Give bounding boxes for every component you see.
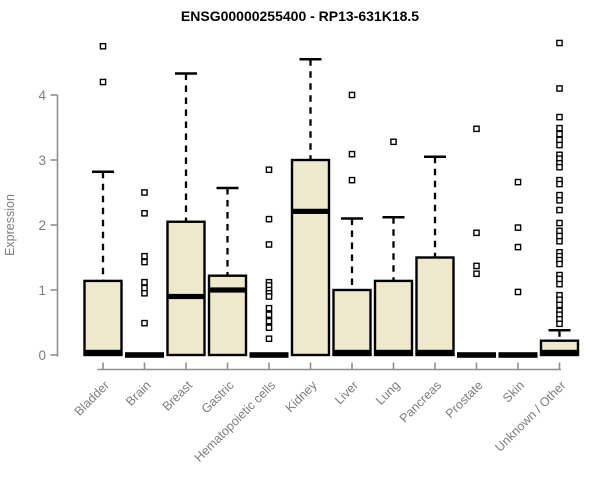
y-axis-title: Expression [3,194,17,256]
y-tick-label: 4 [38,88,46,103]
outlier-point [265,324,273,332]
outlier-point [265,317,273,325]
outlier-point [514,178,522,186]
chart-title: ENSG00000255400 - RP13-631K18.5 [180,8,420,24]
outlier-point [348,150,356,158]
outlier-point [556,130,563,138]
outlier-point [556,296,563,304]
box-group-brain [125,189,164,358]
outlier-point [265,241,273,248]
x-tick-label-lung: Lung [373,378,403,408]
x-tick-label-prostate: Prostate [443,378,486,421]
box-group-pancreas [415,155,455,357]
box-group-liver [332,91,372,357]
outlier-point [141,258,148,266]
outlier-point [556,85,563,92]
outlier-point [556,136,563,144]
outlier-point [141,189,148,196]
x-tick-label-kidney: Kidney [283,378,320,415]
outlier-point [473,270,480,278]
outlier-point [556,275,563,283]
outlier-point [556,227,563,235]
box-group-hematopoietic-cells [249,166,289,358]
outlier-point [265,304,273,312]
outlier-point [348,91,356,99]
outlier-point [265,166,273,174]
outlier-point [514,243,522,251]
box-group-bladder [83,42,123,357]
outlier-point [556,219,563,227]
outlier-point [390,138,397,146]
outlier-point [556,196,563,204]
x-tick-label-liver: Liver [332,378,361,407]
outlier-point [556,113,563,121]
outlier-point [514,224,522,231]
outlier-point [556,180,563,188]
box-group-skin [498,178,538,358]
box-group-gastric [207,186,248,357]
outlier-point [473,125,480,133]
outlier-point [473,229,480,237]
outlier-point [265,335,273,343]
box-group-unknown-other [539,39,580,357]
outlier-point [348,176,356,184]
x-tick-label-skin: Skin [500,378,527,405]
outlier-point [99,42,107,50]
outlier-point [556,163,563,171]
x-tick-label-gastric: Gastric [199,378,237,416]
outlier-point [265,293,273,300]
outlier-point [556,141,563,149]
outlier-point [265,311,273,319]
x-tick-label-breast: Breast [160,378,196,414]
outlier-point [556,124,563,132]
outlier-point [141,278,148,286]
outlier-point [556,206,563,214]
outlier-point [556,191,563,199]
x-tick-label-pancreas: Pancreas [397,378,444,425]
outlier-point [141,252,148,260]
outlier-point [556,39,563,47]
outlier-point [265,215,273,223]
outlier-point [556,232,563,240]
box-group-kidney [290,58,331,357]
y-tick-label: 1 [38,283,46,298]
x-tick-label-hematopoietic-cells: Hematopoietic cells [192,378,279,465]
x-tick-label-bladder: Bladder [72,378,112,418]
y-tick-label: 3 [38,153,46,168]
outlier-point [141,284,148,292]
outlier-point [141,209,148,217]
outlier-point [141,319,148,327]
y-axis: 0 1 2 3 4 Expression [3,88,59,363]
outlier-point [556,260,563,268]
box-group-breast [166,72,206,357]
outlier-point [141,289,148,297]
x-tick-label-unknown-other: Unknown / Other [492,378,568,454]
box-group-prostate [457,125,496,358]
outlier-point [514,288,522,296]
x-tick-label-brain: Brain [123,378,154,409]
y-tick-label: 2 [38,218,46,233]
outlier-point [556,301,563,309]
outlier-point [556,280,563,288]
box-group-lung [373,138,414,357]
outlier-point [473,262,480,270]
y-tick-label: 0 [38,348,46,363]
outlier-point [99,78,107,86]
outlier-point [556,320,563,328]
outlier-point [556,237,563,245]
